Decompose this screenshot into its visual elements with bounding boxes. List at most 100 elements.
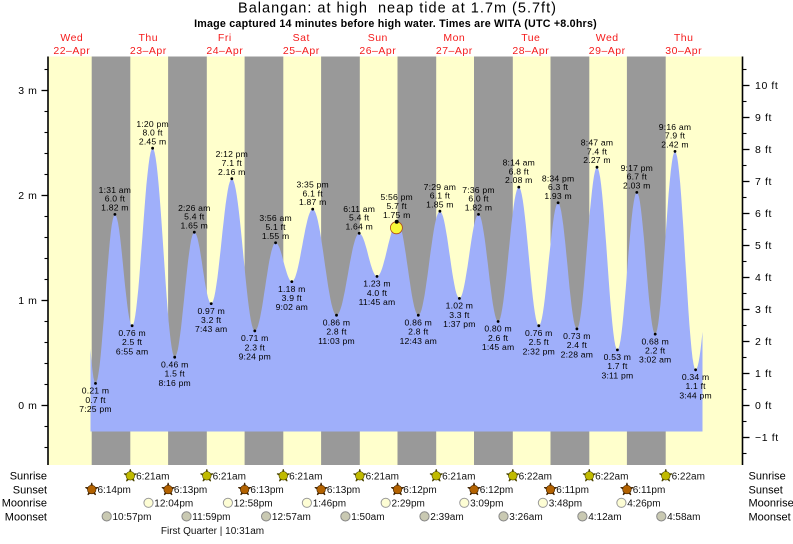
svg-text:Sunset: Sunset (13, 484, 47, 496)
svg-text:6:21am: 6:21am (136, 471, 169, 482)
svg-text:Mon: Mon (443, 32, 465, 44)
svg-text:Moonrise: Moonrise (749, 498, 793, 510)
svg-text:0 ft: 0 ft (755, 400, 772, 412)
svg-text:Image captured 14 minutes befo: Image captured 14 minutes before high wa… (194, 18, 597, 30)
svg-text:1:37 pm: 1:37 pm (443, 319, 475, 329)
svg-text:Thu: Thu (674, 32, 694, 44)
svg-text:6:13pm: 6:13pm (250, 485, 283, 496)
svg-text:9:24 pm: 9:24 pm (239, 352, 271, 362)
svg-text:29–Apr: 29–Apr (589, 45, 626, 57)
svg-text:6:14pm: 6:14pm (98, 485, 131, 496)
svg-text:1:45 am: 1:45 am (482, 342, 514, 352)
svg-text:1.65 m: 1.65 m (181, 220, 208, 230)
svg-text:10 ft: 10 ft (755, 80, 778, 92)
svg-text:1 m: 1 m (18, 295, 37, 307)
svg-text:6:55 am: 6:55 am (116, 346, 148, 356)
svg-text:2:32 pm: 2:32 pm (523, 346, 555, 356)
svg-text:6 ft: 6 ft (755, 208, 772, 220)
svg-text:4:58am: 4:58am (667, 512, 700, 523)
svg-text:Moonset: Moonset (749, 511, 791, 523)
svg-text:8:16 pm: 8:16 pm (158, 378, 190, 388)
svg-text:6:22am: 6:22am (595, 471, 628, 482)
svg-text:3 m: 3 m (18, 85, 37, 97)
svg-text:30–Apr: 30–Apr (665, 45, 702, 57)
svg-text:2:39am: 2:39am (430, 512, 463, 523)
svg-text:6:21am: 6:21am (442, 471, 475, 482)
svg-text:11:03 pm: 11:03 pm (318, 336, 355, 346)
svg-text:2.27 m: 2.27 m (583, 155, 610, 165)
svg-text:3:44 pm: 3:44 pm (679, 390, 711, 400)
svg-text:6:21am: 6:21am (213, 471, 246, 482)
svg-text:2:28 am: 2:28 am (561, 350, 593, 360)
svg-text:7 ft: 7 ft (755, 176, 772, 188)
svg-text:First Quarter | 10:31am: First Quarter | 10:31am (161, 526, 264, 537)
svg-text:1.55 m: 1.55 m (262, 231, 289, 241)
svg-text:12:04pm: 12:04pm (154, 498, 193, 509)
svg-text:6:22am: 6:22am (672, 471, 705, 482)
svg-text:Sunrise: Sunrise (10, 471, 47, 483)
svg-text:11:45 am: 11:45 am (359, 297, 396, 307)
svg-text:Fri: Fri (218, 32, 232, 44)
svg-text:7:43 am: 7:43 am (195, 324, 227, 334)
svg-text:2.08 m: 2.08 m (505, 175, 532, 185)
svg-text:2 m: 2 m (18, 190, 37, 202)
svg-text:11:59pm: 11:59pm (192, 512, 230, 523)
svg-text:27–Apr: 27–Apr (436, 45, 473, 57)
svg-text:12:43 am: 12:43 am (400, 336, 437, 346)
svg-text:1:50am: 1:50am (351, 512, 384, 523)
svg-text:1.82 m: 1.82 m (101, 203, 128, 213)
svg-text:2.45 m: 2.45 m (139, 136, 166, 146)
svg-text:25–Apr: 25–Apr (283, 45, 320, 57)
svg-text:4:26pm: 4:26pm (627, 498, 660, 509)
svg-text:12:58pm: 12:58pm (234, 498, 273, 509)
svg-text:1.64 m: 1.64 m (345, 221, 372, 231)
svg-text:Sat: Sat (293, 32, 310, 44)
svg-text:7:25 pm: 7:25 pm (79, 404, 111, 414)
svg-text:Wed: Wed (596, 32, 619, 44)
svg-text:4 ft: 4 ft (755, 272, 772, 284)
svg-text:3:48pm: 3:48pm (549, 498, 582, 509)
svg-text:6:11pm: 6:11pm (633, 485, 666, 496)
svg-text:0 m: 0 m (18, 400, 37, 412)
svg-text:26–Apr: 26–Apr (359, 45, 396, 57)
svg-text:2 ft: 2 ft (755, 336, 772, 348)
svg-text:22–Apr: 22–Apr (53, 45, 90, 57)
svg-text:5 ft: 5 ft (755, 240, 772, 252)
svg-text:Moonset: Moonset (5, 511, 47, 523)
svg-text:10:57pm: 10:57pm (113, 512, 152, 523)
svg-text:3 ft: 3 ft (755, 304, 772, 316)
svg-text:2.03 m: 2.03 m (623, 181, 650, 191)
svg-text:Sunrise: Sunrise (749, 471, 786, 483)
svg-text:6:12pm: 6:12pm (480, 485, 513, 496)
svg-text:1.93 m: 1.93 m (544, 191, 571, 201)
svg-text:Thu: Thu (139, 32, 159, 44)
svg-text:24–Apr: 24–Apr (206, 45, 243, 57)
svg-text:1.85 m: 1.85 m (426, 199, 453, 209)
svg-text:6:22am: 6:22am (519, 471, 552, 482)
svg-text:Tue: Tue (521, 32, 540, 44)
svg-text:1 ft: 1 ft (755, 368, 772, 380)
svg-text:6:11pm: 6:11pm (556, 485, 589, 496)
svg-text:9 ft: 9 ft (755, 112, 772, 124)
svg-text:12:57am: 12:57am (272, 512, 311, 523)
svg-text:3:09pm: 3:09pm (470, 498, 503, 509)
svg-text:6:21am: 6:21am (366, 471, 399, 482)
svg-text:28–Apr: 28–Apr (512, 45, 549, 57)
svg-text:Wed: Wed (60, 32, 83, 44)
svg-text:3:11 pm: 3:11 pm (601, 371, 633, 381)
svg-text:Moonrise: Moonrise (2, 498, 47, 510)
svg-text:6:13pm: 6:13pm (327, 485, 360, 496)
svg-text:1.87 m: 1.87 m (299, 197, 326, 207)
svg-text:Balangan: at high neap tide a: Balangan: at high neap tide at 1.7m (5.7… (238, 1, 557, 17)
svg-text:9:02 am: 9:02 am (276, 302, 308, 312)
svg-text:1.82 m: 1.82 m (465, 203, 492, 213)
svg-text:2.16 m: 2.16 m (218, 167, 245, 177)
svg-text:2:29pm: 2:29pm (392, 498, 425, 509)
svg-text:Sun: Sun (368, 32, 388, 44)
svg-text:6:13pm: 6:13pm (174, 485, 207, 496)
svg-text:6:12pm: 6:12pm (403, 485, 436, 496)
svg-text:1:46pm: 1:46pm (313, 498, 346, 509)
svg-text:Sunset: Sunset (749, 484, 783, 496)
svg-text:8 ft: 8 ft (755, 144, 772, 156)
svg-text:4:12am: 4:12am (588, 512, 621, 523)
